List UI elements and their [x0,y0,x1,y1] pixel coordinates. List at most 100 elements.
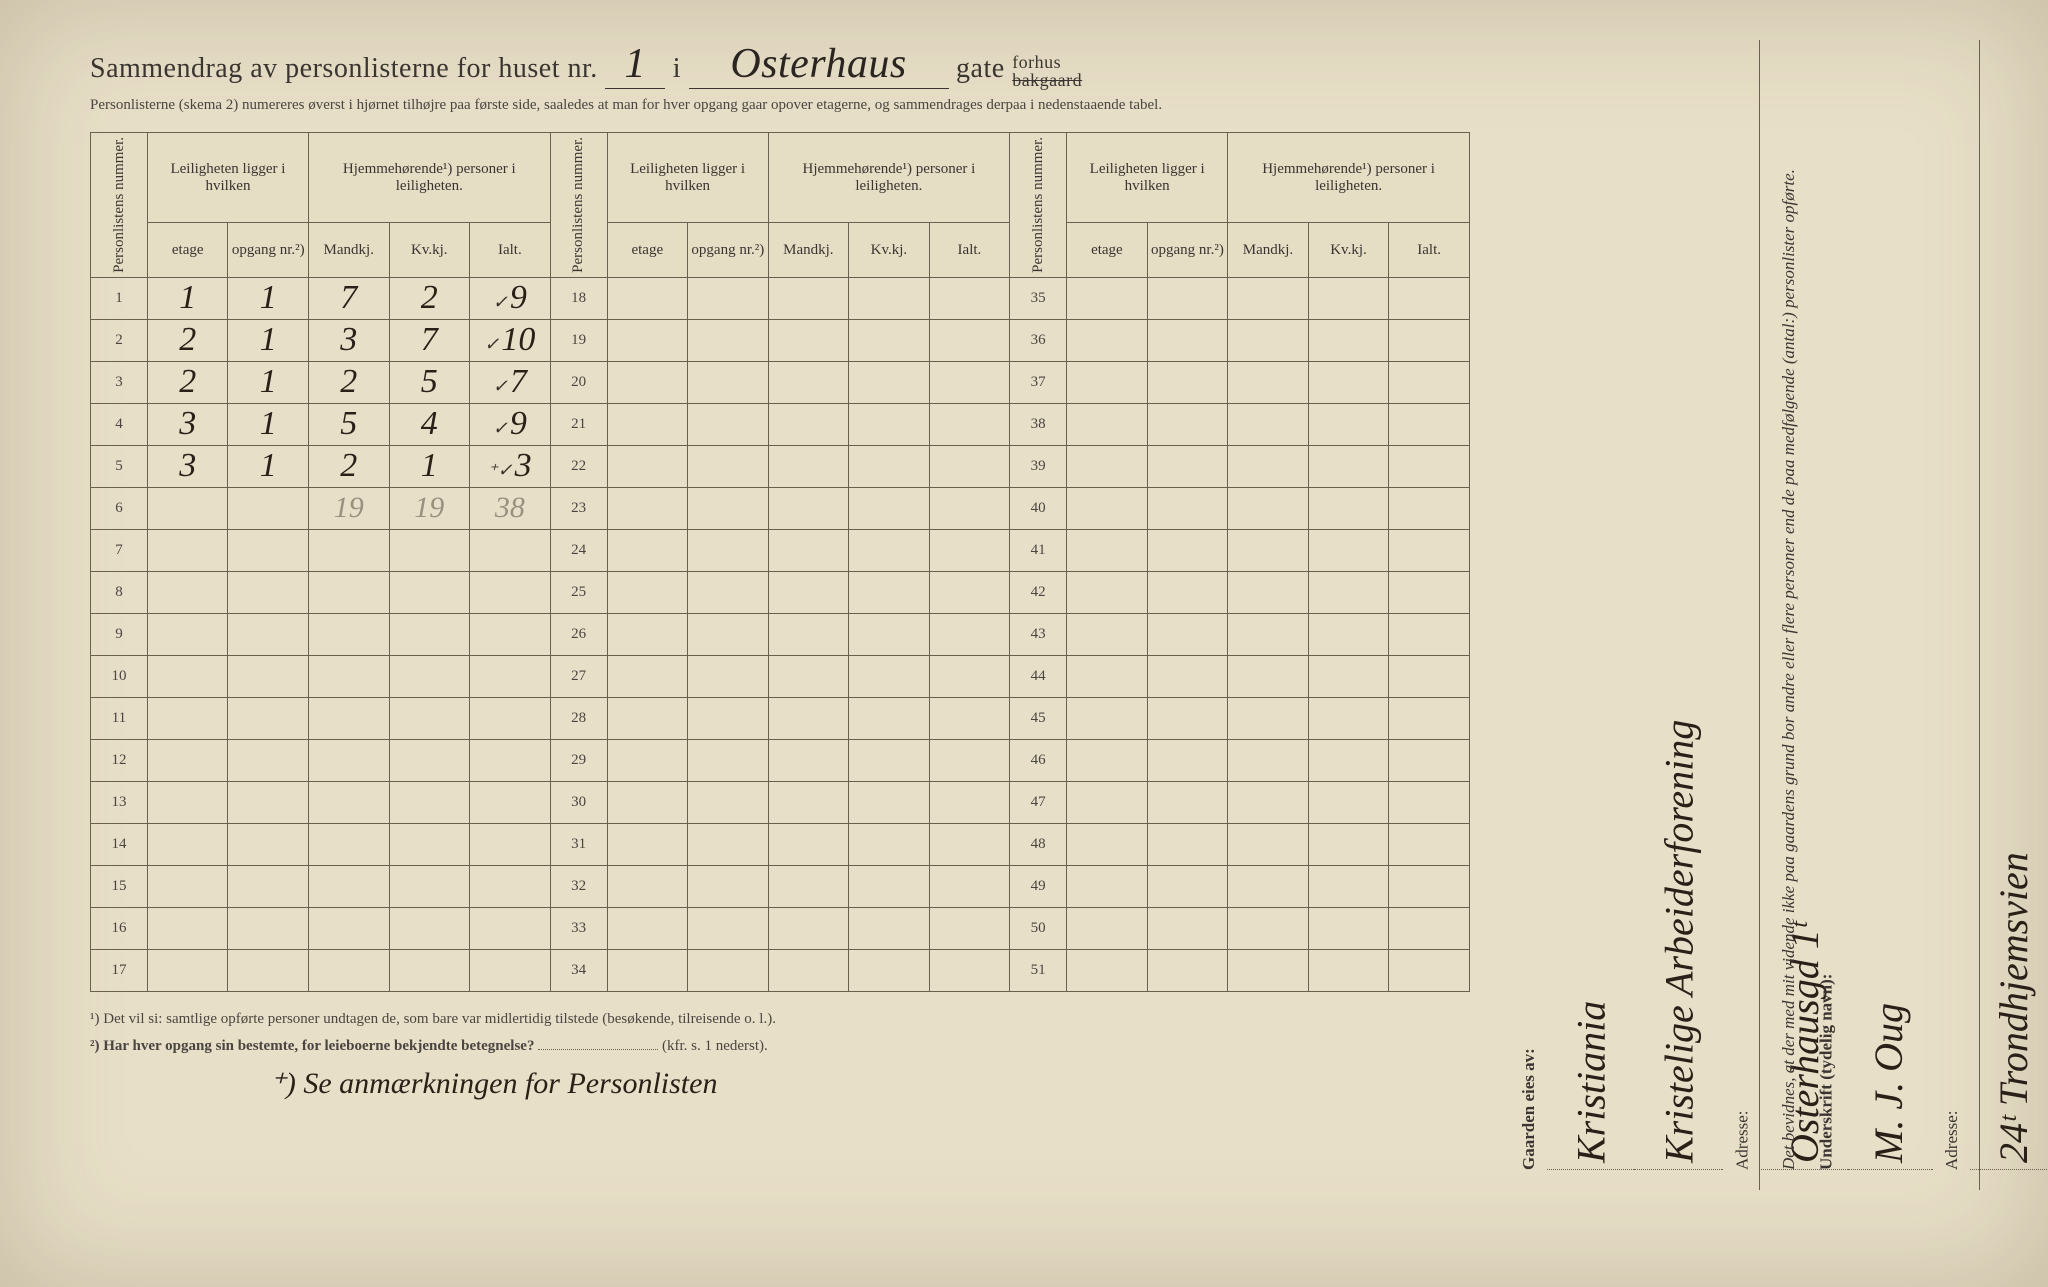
data-cell [768,613,849,655]
title-prefix: Sammendrag av personlisterne for huset n… [90,53,598,84]
row-number: 43 [1010,613,1067,655]
data-cell [688,571,769,613]
data-cell [768,445,849,487]
data-cell [470,697,551,739]
data-cell [1389,361,1470,403]
bakgaard-label: bakgaard [1012,70,1082,90]
data-cell [607,487,688,529]
data-cell [1067,529,1148,571]
adresse-label: Adresse: [1933,64,1970,1170]
data-cell [309,571,390,613]
title-suffix: gate [956,53,1005,84]
data-cell [1389,319,1470,361]
data-cell [929,403,1010,445]
census-table: Personlistens nummer. Leiligheten ligger… [90,132,1470,992]
data-cell [768,277,849,319]
footnote-2-blank [538,1049,658,1050]
data-cell [849,487,930,529]
data-cell [1067,865,1148,907]
data-cell [849,361,930,403]
data-cell [607,655,688,697]
data-cell [1308,487,1389,529]
data-cell [768,361,849,403]
data-cell [688,529,769,571]
data-cell [1308,361,1389,403]
sub-mandkj: Mandkj. [768,223,849,278]
row-number: 10 [91,655,148,697]
owner-1: Kristiania [1547,60,1635,1170]
house-number: 1 [605,40,665,89]
table-row: 32125✓72037 [91,361,1470,403]
data-cell [688,487,769,529]
data-cell [688,739,769,781]
data-cell [1308,529,1389,571]
data-cell: 4 [389,403,470,445]
row-number: 5 [91,445,148,487]
data-cell [470,655,551,697]
col-leiligheten-3: Leiligheten ligger i hvilken [1067,133,1228,223]
data-cell [309,865,390,907]
col-personlistens-2: Personlistens nummer. [550,133,607,278]
data-cell [1147,571,1228,613]
data-cell [1147,865,1228,907]
data-cell [389,781,470,823]
data-cell [1228,361,1309,403]
gaarden-label: Gaarden eies av: [1519,1048,1538,1170]
data-cell [147,739,228,781]
row-number: 24 [550,529,607,571]
data-cell [607,781,688,823]
data-cell [607,277,688,319]
footnote-1: ¹) Det vil si: samtlige opførte personer… [90,1006,1470,1033]
row-number: 48 [1010,823,1067,865]
row-number: 2 [91,319,148,361]
data-cell [1308,319,1389,361]
data-cell [470,529,551,571]
data-cell [389,949,470,991]
data-cell [607,529,688,571]
col-hjemme-1: Hjemmehørende¹) personer i leiligheten. [309,133,551,223]
data-cell [389,529,470,571]
table-row: 11172✓91835 [91,277,1470,319]
row-number: 22 [550,445,607,487]
data-cell [849,739,930,781]
data-cell [1067,823,1148,865]
data-cell [929,739,1010,781]
data-cell [389,571,470,613]
row-number: 6 [91,487,148,529]
data-cell [607,949,688,991]
data-cell [688,403,769,445]
data-cell [1308,571,1389,613]
data-cell [1067,613,1148,655]
data-cell [1228,739,1309,781]
data-cell [849,571,930,613]
data-cell [607,445,688,487]
row-number: 17 [91,949,148,991]
sub-kvkj: Kv.kj. [1308,223,1389,278]
data-cell [768,907,849,949]
data-cell [228,949,309,991]
footnote-2-text: ²) Har hver opgang sin bestemte, for lei… [90,1038,534,1054]
data-cell [1147,487,1228,529]
data-cell [1389,865,1470,907]
row-number: 20 [550,361,607,403]
data-cell [1389,613,1470,655]
data-cell [849,697,930,739]
data-cell [1147,361,1228,403]
handwritten-footnote: ⁺) Se anmærkningen for Personlisten [270,1066,1470,1101]
data-cell [849,949,930,991]
data-cell [768,823,849,865]
sub-etage: etage [607,223,688,278]
data-cell [929,823,1010,865]
data-cell [1389,277,1470,319]
data-cell [607,907,688,949]
data-cell [1147,613,1228,655]
data-cell [688,445,769,487]
data-cell [1389,445,1470,487]
data-cell [1308,907,1389,949]
data-cell [1147,445,1228,487]
data-cell [849,277,930,319]
data-cell [849,613,930,655]
data-cell [1147,529,1228,571]
data-cell [929,571,1010,613]
data-cell [1389,781,1470,823]
